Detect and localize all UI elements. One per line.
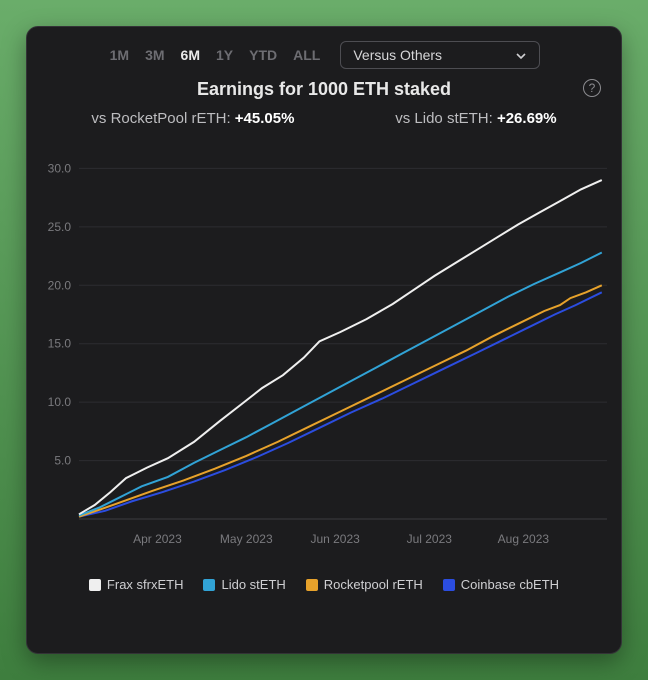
comparison-label: vs RocketPool rETH: <box>91 110 230 127</box>
topbar: 1M 3M 6M 1Y YTD ALL Versus Others <box>41 41 607 69</box>
legend-item: Lido stETH <box>203 577 285 592</box>
title-row: Earnings for 1000 ETH staked ? <box>41 79 607 100</box>
comparison-row: vs RocketPool rETH: +45.05% vs Lido stET… <box>41 110 607 127</box>
svg-text:25.0: 25.0 <box>48 220 72 234</box>
range-1m[interactable]: 1M <box>108 45 131 65</box>
svg-text:30.0: 30.0 <box>48 161 72 175</box>
legend-swatch <box>306 579 318 591</box>
svg-text:Jul 2023: Jul 2023 <box>407 532 453 546</box>
svg-text:15.0: 15.0 <box>48 337 72 351</box>
help-icon[interactable]: ? <box>583 79 601 97</box>
range-ytd[interactable]: YTD <box>247 45 279 65</box>
legend-label: Rocketpool rETH <box>324 577 423 592</box>
range-3m[interactable]: 3M <box>143 45 166 65</box>
series-line <box>79 180 602 514</box>
svg-text:20.0: 20.0 <box>48 278 72 292</box>
comparison-label: vs Lido stETH: <box>395 110 493 127</box>
range-all[interactable]: ALL <box>291 45 322 65</box>
legend-item: Rocketpool rETH <box>306 577 423 592</box>
legend-swatch <box>443 579 455 591</box>
svg-text:Apr 2023: Apr 2023 <box>133 532 182 546</box>
chevron-down-icon <box>515 49 527 61</box>
time-range-switch: 1M 3M 6M 1Y YTD ALL <box>108 45 323 65</box>
versus-select-label: Versus Others <box>353 47 442 63</box>
series-line <box>79 285 602 516</box>
legend-item: Coinbase cbETH <box>443 577 559 592</box>
series-line <box>79 292 602 516</box>
versus-select[interactable]: Versus Others <box>340 41 540 69</box>
comparison-steth: vs Lido stETH: +26.69% <box>395 110 556 127</box>
legend-label: Lido stETH <box>221 577 285 592</box>
svg-text:10.0: 10.0 <box>48 395 72 409</box>
legend-label: Coinbase cbETH <box>461 577 559 592</box>
range-6m[interactable]: 6M <box>179 45 202 65</box>
svg-text:Aug 2023: Aug 2023 <box>498 532 550 546</box>
legend-label: Frax sfrxETH <box>107 577 184 592</box>
svg-text:May 2023: May 2023 <box>220 532 273 546</box>
legend: Frax sfrxETH Lido stETH Rocketpool rETH Coi… <box>41 577 607 592</box>
comparison-value: +45.05% <box>235 110 295 127</box>
legend-item: Frax sfrxETH <box>89 577 184 592</box>
comparison-reth: vs RocketPool rETH: +45.05% <box>91 110 294 127</box>
line-chart: 5.0 10.0 15.0 20.0 25.0 30.0 Apr 2023 May 2023 J… <box>41 137 607 567</box>
chart-title: Earnings for 1000 ETH staked <box>197 79 451 100</box>
svg-text:5.0: 5.0 <box>54 454 71 468</box>
legend-swatch <box>203 579 215 591</box>
series-line <box>79 253 602 516</box>
range-1y[interactable]: 1Y <box>214 45 235 65</box>
comparison-value: +26.69% <box>497 110 557 127</box>
svg-text:Jun 2023: Jun 2023 <box>310 532 360 546</box>
legend-swatch <box>89 579 101 591</box>
earnings-card: 1M 3M 6M 1Y YTD ALL Versus Others Earnings fo… <box>26 26 622 654</box>
